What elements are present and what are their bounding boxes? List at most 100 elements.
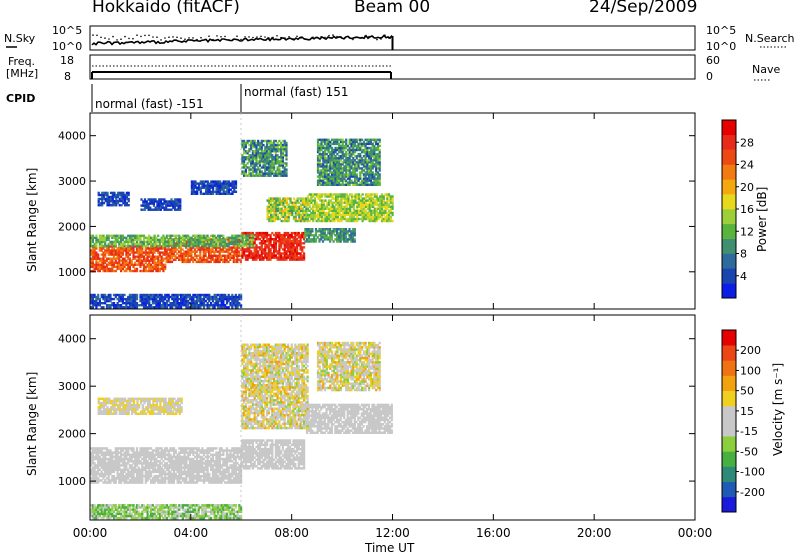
- power-cell: [346, 183, 350, 186]
- power-cell: [319, 219, 322, 223]
- power-cell: [176, 306, 179, 309]
- power-cell: [111, 265, 114, 269]
- power-cell: [380, 219, 384, 223]
- power-cell: [157, 247, 160, 250]
- power-cell: [199, 180, 202, 183]
- power-cell: [141, 269, 144, 273]
- power-cell: [278, 156, 281, 159]
- power-cell: [352, 167, 355, 170]
- power-cell: [262, 231, 265, 235]
- power-cell: [186, 250, 189, 253]
- power-cell: [176, 248, 179, 251]
- power-cell: [206, 192, 209, 195]
- power-cell: [229, 256, 232, 259]
- power-cell: [371, 146, 374, 150]
- power-cell: [329, 175, 332, 178]
- power-cell: [269, 244, 272, 247]
- power-cell: [220, 192, 223, 195]
- power-cell: [160, 299, 163, 303]
- power-cell: [311, 240, 314, 243]
- power-cell: [353, 234, 356, 237]
- power-cell: [330, 230, 333, 233]
- power-cell: [178, 240, 181, 244]
- power-colorbar-tick-label: 8: [740, 248, 747, 261]
- power-cell: [373, 157, 376, 160]
- power-cell: [301, 248, 304, 251]
- power-cell: [139, 245, 142, 248]
- power-cell: [192, 180, 195, 183]
- power-cell: [365, 201, 368, 204]
- power-cell: [162, 238, 165, 242]
- power-cell: [101, 199, 104, 203]
- power-cell: [388, 219, 391, 223]
- power-cell: [245, 234, 248, 237]
- power-cell: [142, 200, 145, 203]
- power-cell: [353, 171, 357, 174]
- power-cell: [183, 238, 186, 242]
- power-cell: [343, 215, 346, 219]
- power-cell: [352, 169, 355, 172]
- power-cell: [120, 306, 123, 309]
- power-cell: [234, 234, 237, 237]
- power-cell: [339, 183, 342, 186]
- power-cell: [115, 204, 118, 207]
- power-cell: [260, 143, 263, 147]
- power-cell: [97, 269, 100, 273]
- power-colorbar-tick-label: 12: [740, 225, 754, 238]
- power-cell: [100, 293, 103, 297]
- power-cell: [208, 250, 211, 253]
- power-cell: [211, 248, 214, 251]
- power-cell: [349, 205, 352, 208]
- power-cell: [287, 209, 290, 212]
- power-cell: [329, 171, 332, 174]
- power-cell: [203, 192, 206, 195]
- power-cell: [330, 236, 333, 239]
- noise-search-dot: [320, 36, 322, 38]
- power-cell: [222, 244, 225, 248]
- power-cell: [180, 293, 183, 297]
- power-cell: [357, 138, 360, 141]
- power-cell: [164, 257, 167, 260]
- power-cell: [231, 242, 234, 246]
- power-cell: [343, 197, 346, 200]
- power-cell: [327, 146, 330, 150]
- power-cell: [316, 146, 320, 150]
- power-cell: [336, 240, 339, 243]
- power-cell: [157, 261, 160, 264]
- power-cell: [338, 138, 341, 141]
- power-cell: [118, 263, 121, 266]
- power-cell: [306, 207, 309, 210]
- power-cell: [229, 192, 232, 195]
- power-cell: [206, 234, 209, 237]
- power-cell: [382, 213, 385, 217]
- power-cell: [180, 295, 183, 299]
- power-cell: [379, 207, 382, 210]
- power-cell: [283, 174, 286, 177]
- power-cell: [174, 304, 177, 307]
- power-cell: [165, 244, 169, 248]
- power-cell: [294, 205, 297, 208]
- power-cell: [95, 240, 98, 244]
- power-cell: [170, 254, 174, 257]
- power-cell: [165, 236, 169, 239]
- power-cell: [294, 238, 297, 241]
- power-cell: [153, 257, 156, 260]
- power-cell: [368, 217, 371, 221]
- power-cell: [339, 140, 342, 144]
- power-cell: [139, 295, 142, 299]
- power-cell: [134, 295, 137, 299]
- power-cell: [338, 144, 341, 148]
- power-cell: [266, 252, 269, 255]
- power-cell: [322, 203, 325, 206]
- power-cell: [285, 162, 288, 165]
- power-cell: [361, 205, 364, 208]
- power-cell: [323, 232, 326, 235]
- power-ytick-label: 3000: [58, 175, 86, 188]
- power-cell: [294, 242, 297, 245]
- power-cell: [188, 295, 191, 299]
- power-cell: [379, 209, 382, 212]
- power-cell: [244, 158, 247, 161]
- power-cell: [323, 165, 327, 168]
- power-cell: [236, 240, 239, 243]
- power-cell: [318, 138, 321, 141]
